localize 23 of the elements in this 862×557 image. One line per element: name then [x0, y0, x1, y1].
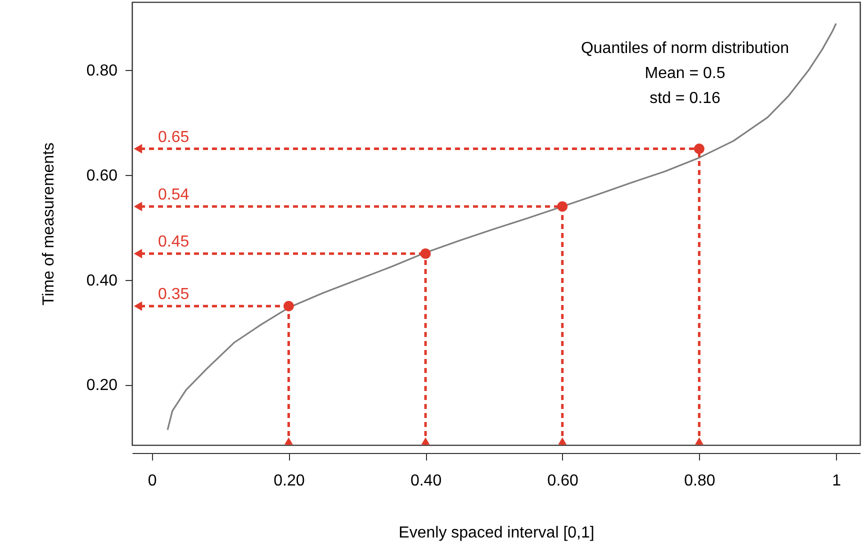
y-tick-label: 0.80: [86, 62, 118, 80]
y-tick-label: 0.60: [86, 168, 118, 185]
point: [420, 248, 431, 259]
data-label: 0.35: [158, 286, 190, 304]
data-label: 0.65: [158, 128, 190, 146]
annotation: Mean = 0.5: [644, 65, 726, 82]
point: [283, 300, 294, 312]
x-tick-label: 0.40: [410, 472, 442, 490]
y-tick-label: 0.40: [86, 272, 118, 290]
annotation: std = 0.16: [650, 90, 720, 107]
y-axis-title: Time of measurements: [40, 142, 58, 306]
data-label: 0.54: [158, 186, 190, 204]
point: [694, 144, 704, 154]
x-tick-label: 0: [148, 472, 157, 490]
x-tick-label: 0.20: [274, 472, 305, 490]
data-label: 0.45: [158, 234, 190, 251]
point: [557, 201, 568, 212]
x-tick-label: 0.80: [684, 472, 716, 490]
x-tick-label: 1: [832, 472, 842, 490]
annotation: Quantiles of norm distribution: [580, 40, 790, 57]
x-tick-label: 0.60: [547, 472, 579, 490]
y-tick-label: 0.20: [86, 377, 118, 394]
x-axis-title: Evenly spaced interval [0,1]: [398, 524, 594, 542]
